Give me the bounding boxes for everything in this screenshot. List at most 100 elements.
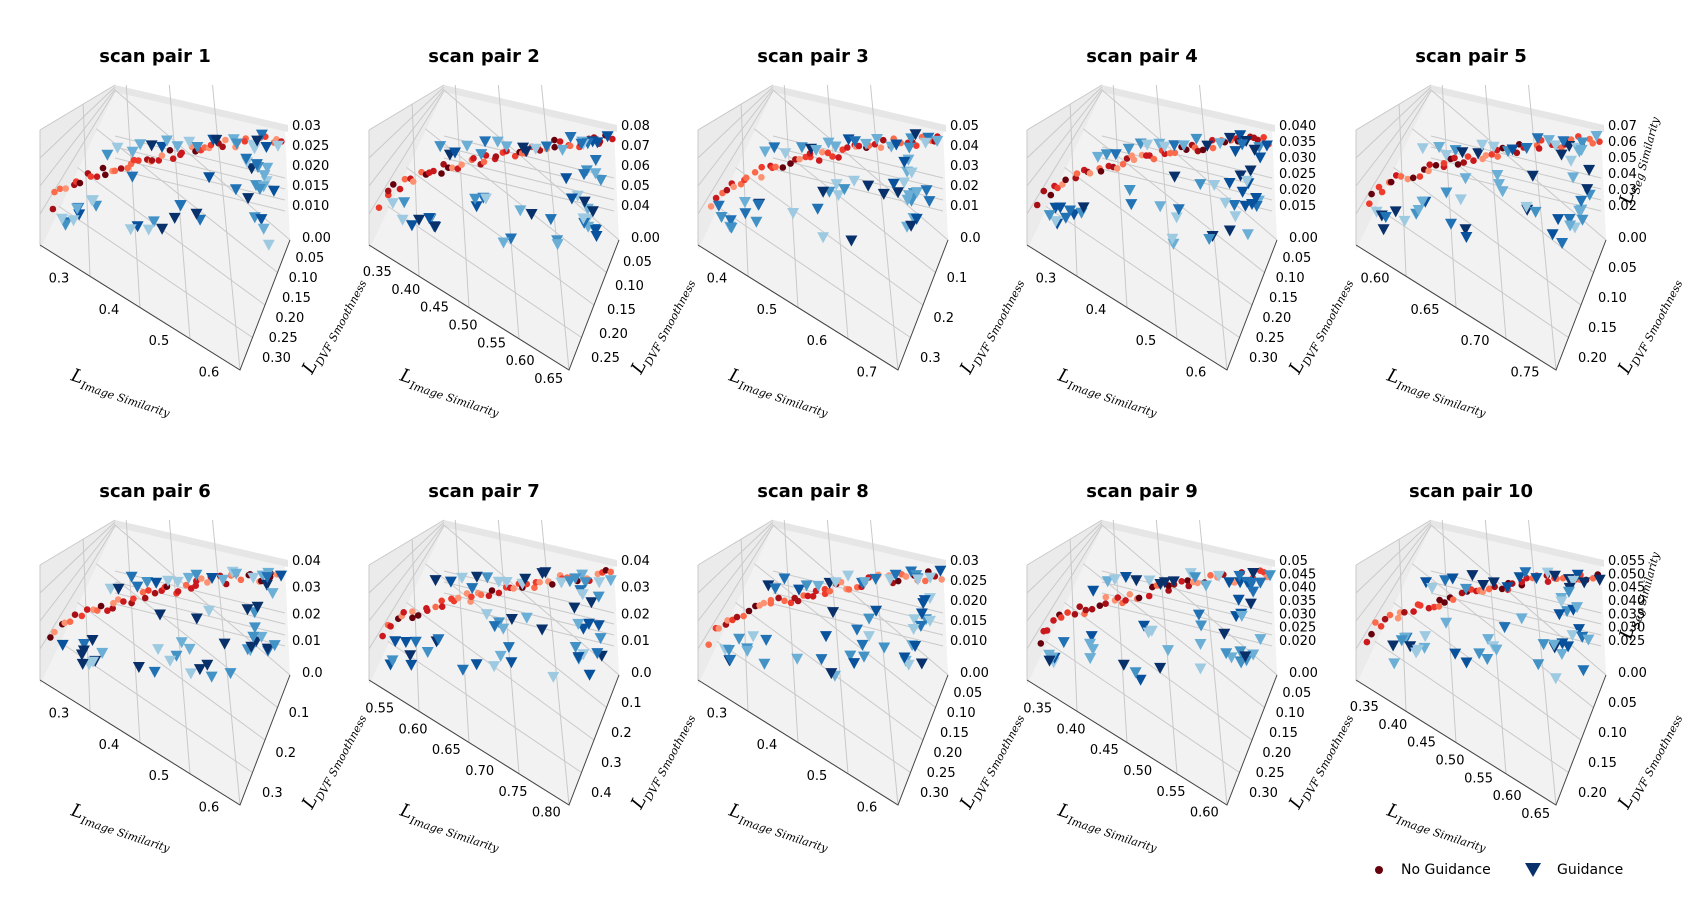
point-guidance	[863, 613, 876, 625]
z-tick-label: 0.03	[950, 554, 979, 569]
point-guidance	[1532, 659, 1545, 671]
y-tick-label: 0.2	[275, 746, 296, 761]
x-tick-label: 0.65	[1521, 807, 1550, 822]
point-no-guidance	[1513, 149, 1521, 157]
point-guidance	[1552, 214, 1565, 226]
point-guidance	[247, 631, 260, 643]
point-guidance	[449, 147, 461, 159]
point-guidance	[924, 572, 937, 584]
point-no-guidance	[1102, 600, 1109, 607]
point-guidance	[594, 175, 607, 186]
x-tick-label: 0.5	[807, 769, 828, 784]
pane-floor	[1356, 85, 1606, 370]
y-tick-label: 0.05	[1608, 261, 1637, 276]
point-guidance	[1091, 151, 1104, 163]
point-no-guidance	[1047, 191, 1055, 199]
point-no-guidance	[1088, 605, 1096, 613]
point-guidance	[1218, 628, 1231, 640]
point-guidance	[1578, 577, 1591, 589]
point-guidance	[206, 573, 218, 584]
point-no-guidance	[1178, 578, 1185, 585]
point-guidance	[1416, 143, 1429, 155]
z-tick-label: 0.035	[1608, 607, 1645, 622]
point-guidance	[592, 620, 605, 632]
point-guidance	[1087, 585, 1100, 597]
point-no-guidance	[1435, 603, 1443, 610]
x-axis-label: LImage Similarity	[67, 364, 176, 420]
point-no-guidance	[1458, 589, 1466, 597]
point-guidance	[827, 607, 839, 619]
point-guidance	[1170, 212, 1183, 224]
legend: No Guidance Guidance	[1365, 862, 1665, 884]
point-no-guidance	[1082, 606, 1090, 614]
point-guidance	[224, 668, 237, 680]
point-no-guidance	[1043, 627, 1051, 634]
point-guidance	[267, 185, 280, 197]
point-no-guidance	[97, 602, 105, 610]
legend-marker-guidance	[1525, 863, 1541, 877]
point-guidance	[245, 641, 258, 653]
y-axis-label: LDVF Smoothness	[297, 707, 369, 814]
pane-floor	[1027, 85, 1277, 370]
point-guidance	[56, 213, 69, 225]
point-no-guidance	[531, 584, 538, 591]
point-guidance	[578, 169, 590, 181]
y-tick-label: 0.10	[947, 706, 976, 721]
z-tick-label: 0.06	[621, 159, 650, 174]
point-no-guidance	[743, 174, 750, 182]
point-no-guidance	[438, 603, 446, 610]
subplot-title: scan pair 2	[428, 46, 539, 67]
point-no-guidance	[1057, 614, 1065, 621]
point-no-guidance	[1535, 145, 1543, 152]
point-guidance	[1154, 201, 1167, 213]
point-guidance	[829, 141, 842, 153]
point-guidance	[1555, 149, 1568, 161]
point-guidance	[1153, 138, 1166, 150]
point-guidance	[1473, 648, 1486, 660]
x-tick-label: 0.4	[99, 303, 120, 318]
point-guidance	[604, 575, 617, 587]
point-guidance	[251, 135, 264, 147]
point-no-guidance	[1394, 614, 1402, 622]
point-guidance	[800, 580, 813, 592]
point-no-guidance	[1479, 588, 1487, 595]
y-tick-label: 0.15	[1588, 321, 1617, 336]
point-no-guidance	[66, 618, 74, 625]
point-no-guidance	[922, 577, 929, 585]
x-tick-label: 0.3	[49, 707, 70, 722]
point-guidance	[1529, 206, 1542, 218]
point-no-guidance	[1126, 591, 1134, 598]
point-no-guidance	[480, 158, 488, 166]
point-guidance	[1043, 655, 1056, 667]
point-guidance	[830, 179, 843, 191]
y-tick-label: 0.25	[269, 331, 298, 346]
point-guidance	[1519, 567, 1532, 579]
point-guidance	[171, 576, 184, 588]
point-guidance	[870, 605, 883, 617]
point-guidance	[547, 671, 560, 683]
point-guidance	[759, 146, 772, 158]
point-guidance	[529, 143, 542, 155]
x-tick-label: 0.6	[807, 334, 828, 349]
point-no-guidance	[139, 589, 147, 596]
point-guidance	[591, 137, 604, 149]
point-guidance	[1379, 212, 1392, 223]
point-guidance	[491, 136, 504, 148]
point-no-guidance	[607, 568, 614, 576]
point-guidance	[1575, 195, 1588, 207]
point-guidance	[251, 601, 264, 613]
point-guidance	[184, 668, 197, 680]
point-guidance	[1481, 654, 1494, 665]
point-no-guidance	[1378, 188, 1386, 196]
point-guidance	[1247, 586, 1260, 598]
point-guidance	[470, 571, 483, 583]
y-tick-label: 0.30	[1249, 786, 1278, 801]
point-guidance	[1482, 634, 1495, 646]
point-guidance	[218, 638, 231, 650]
point-no-guidance	[178, 149, 185, 157]
point-guidance	[141, 577, 154, 588]
pane-back-right	[1102, 85, 1275, 132]
z-tick-label: 0.030	[1279, 151, 1316, 166]
point-no-guidance	[902, 573, 910, 580]
point-no-guidance	[1119, 160, 1127, 168]
